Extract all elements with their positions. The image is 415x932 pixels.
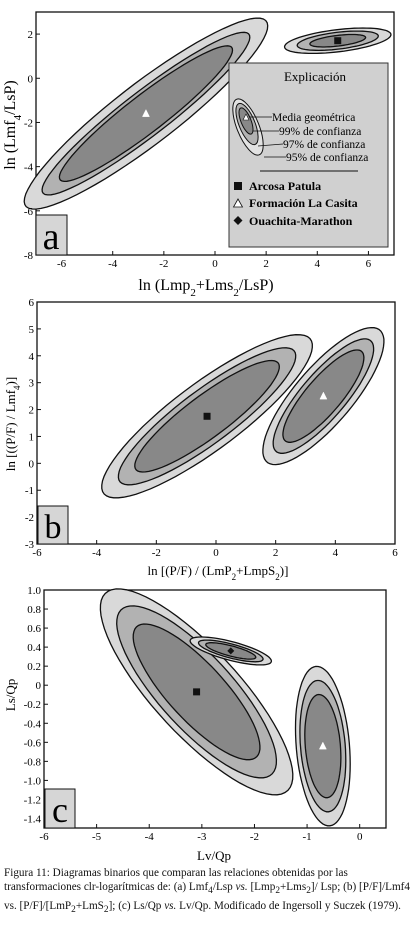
legend-title: Explicación — [284, 69, 347, 84]
y-tick-label: -3 — [25, 539, 35, 551]
legend-ellipse-sample — [232, 98, 286, 158]
panel-c-plot-area — [99, 588, 351, 827]
panel-c-ylabel: Ls/Qp — [3, 679, 18, 712]
x-tick-label: -5 — [92, 831, 102, 843]
y-tick-label: 2 — [29, 405, 35, 417]
y-tick-label: 5 — [29, 324, 35, 336]
y-tick-label: 6 — [29, 297, 35, 309]
y-tick-label: 0.8 — [27, 604, 41, 616]
x-tick-label: -6 — [57, 258, 67, 270]
panel-a-xlabel: ln (Lmp2+Lms2/LsP) — [138, 277, 273, 299]
y-tick-label: -0.4 — [24, 718, 42, 730]
series-arcosa-patula — [283, 27, 392, 55]
y-tick-label: -4 — [24, 162, 34, 174]
legend-97: 97% de confianza — [283, 139, 365, 151]
panel-a-letter: a — [43, 216, 60, 258]
panel-b-ticks: -6 -4 -2 0 2 4 6 6 5 4 3 2 1 0 -1 -2 -3 — [25, 297, 398, 559]
legend-square-marker — [234, 182, 242, 190]
y-tick-label: -1.0 — [24, 775, 42, 787]
mean-marker-triangle — [142, 109, 150, 117]
panel-a-letter-box — [35, 214, 68, 256]
y-tick-label: -1.4 — [24, 813, 42, 825]
series-formaci-n-la-casita — [262, 326, 385, 466]
legend-95: 95% de confianza — [286, 152, 368, 164]
panel-b-xlabel: ln [(P/F) / (LmP2+LmpS2)] — [148, 563, 289, 582]
x-tick-label: 0 — [213, 547, 219, 559]
x-tick-label: 0 — [357, 831, 363, 843]
x-tick-label: 4 — [315, 258, 321, 270]
panel-c-letter-box — [44, 788, 76, 829]
y-tick-label: 1 — [29, 431, 35, 443]
figure-svg: -6 -4 -2 0 2 4 6 2 0 -2 -4 -6 -8 Explicación Media g… — [2, 11, 398, 863]
mean-marker-square — [193, 688, 201, 696]
legend-item-casita: Formación La Casita — [249, 196, 358, 210]
mean-marker-diamond — [227, 647, 235, 655]
x-tick-label: -6 — [32, 547, 42, 559]
panel-a: -6 -4 -2 0 2 4 6 2 0 -2 -4 -6 -8 Explicación Media g… — [2, 11, 395, 299]
x-tick-label: 6 — [366, 258, 372, 270]
y-tick-label: 1.0 — [27, 585, 41, 597]
panel-a-ticks: -6 -4 -2 0 2 4 6 2 0 -2 -4 -6 -8 — [24, 29, 372, 270]
x-tick-label: -4 — [145, 831, 155, 843]
panel-b-letter-box — [37, 505, 69, 545]
y-tick-label: 0.2 — [27, 661, 41, 673]
series-formaci-n-la-casita — [23, 17, 269, 210]
y-tick-label: 2 — [28, 29, 34, 41]
x-tick-label: 6 — [392, 547, 398, 559]
x-tick-label: -2 — [159, 258, 168, 270]
x-tick-label: 4 — [333, 547, 339, 559]
panel-c: -6 -5 -4 -3 -2 -1 0 1.0 0.8 0.6 0.4 0.2 0 -0.2 -0.4 -0.… — [3, 585, 387, 863]
mean-marker-triangle — [318, 741, 327, 750]
x-tick-label: -4 — [92, 547, 102, 559]
y-tick-label: -6 — [24, 206, 34, 218]
panel-a-ylabel: ln (Lmf4/LsP) — [2, 80, 24, 170]
x-tick-label: 2 — [273, 547, 279, 559]
x-tick-label: 2 — [263, 258, 269, 270]
series-ouachita-marathon — [189, 636, 273, 666]
x-tick-label: -2 — [152, 547, 161, 559]
legend-item-arcosa: Arcosa Patula — [249, 179, 321, 193]
panel-b-letter: b — [45, 509, 62, 546]
y-tick-label: -1 — [25, 485, 34, 497]
series-formaci-n-la-casita — [294, 665, 351, 827]
y-tick-label: 0 — [29, 458, 35, 470]
legend-geo-mean: Media geométrica — [272, 112, 355, 124]
panel-c-letter: c — [52, 790, 68, 830]
legend-diamond-marker — [233, 216, 243, 225]
x-tick-label: -3 — [197, 831, 207, 843]
y-tick-label: -0.8 — [24, 756, 42, 768]
y-tick-label: -1.2 — [24, 794, 41, 806]
y-tick-label: -8 — [24, 250, 34, 262]
y-tick-label: -0.6 — [24, 737, 42, 749]
y-tick-label: 3 — [29, 378, 35, 390]
y-tick-label: 0.6 — [27, 623, 41, 635]
y-tick-label: -2 — [25, 512, 34, 524]
panel-b: -6 -4 -2 0 2 4 6 6 5 4 3 2 1 0 -1 -2 -3 b ln [(P/F) / (L… — [3, 297, 398, 582]
mean-marker-triangle — [319, 391, 328, 400]
mean-marker-square — [334, 37, 342, 45]
legend-item-ouachita: Ouachita-Marathon — [249, 214, 353, 228]
legend-triangle-marker — [232, 198, 244, 208]
y-tick-label: 0.4 — [27, 642, 41, 654]
panel-b-plot-area — [101, 326, 385, 499]
series-arcosa-patula — [101, 334, 313, 499]
figure-caption: Figura 11: Diagramas binarios que compar… — [4, 867, 410, 915]
legend-box: Explicación Media geométrica 99% de conf… — [228, 62, 389, 248]
legend-99: 99% de confianza — [279, 126, 361, 138]
y-tick-label: 4 — [29, 351, 35, 363]
panel-b-ylabel: ln [((P/F) / Lmf4)] — [3, 377, 22, 471]
x-tick-label: -1 — [302, 831, 311, 843]
y-tick-label: 0 — [36, 680, 42, 692]
panel-c-xlabel: Lv/Qp — [197, 848, 231, 863]
y-tick-label: -0.2 — [24, 699, 41, 711]
y-tick-label: -2 — [24, 117, 33, 129]
series-arcosa-patula — [99, 588, 294, 796]
x-tick-label: -4 — [108, 258, 118, 270]
panel-a-plot-area — [23, 17, 392, 210]
mean-marker-square — [203, 412, 211, 420]
x-tick-label: 0 — [212, 258, 218, 270]
x-tick-label: -2 — [250, 831, 259, 843]
y-tick-label: 0 — [28, 73, 34, 85]
x-tick-label: -6 — [39, 831, 49, 843]
